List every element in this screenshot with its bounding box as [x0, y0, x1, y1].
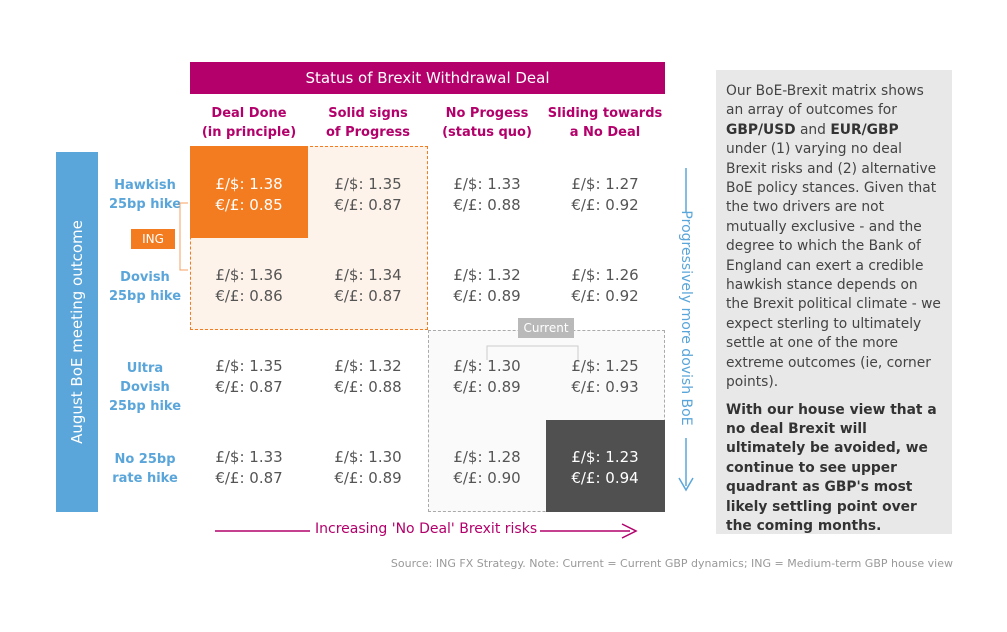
matrix-cell: £/$: 1.28 €/£: 0.90: [428, 447, 546, 489]
gbpusd-value: £/$: 1.30: [334, 448, 402, 466]
matrix-cell: £/$: 1.38 €/£: 0.85: [190, 174, 308, 216]
column-header-line: No Progess: [445, 106, 529, 121]
matrix-cell: £/$: 1.32 €/£: 0.88: [309, 356, 427, 398]
eurgbp-value: €/£: 0.86: [215, 287, 283, 305]
row-header-dovish: Dovish 25bp hike: [100, 268, 190, 306]
matrix-cell: £/$: 1.35 €/£: 0.87: [190, 356, 308, 398]
gbpusd-value: £/$: 1.35: [334, 175, 402, 193]
commentary-text: under (1) varying no deal Brexit risks a…: [726, 141, 941, 391]
matrix-cell: £/$: 1.30 €/£: 0.89: [428, 356, 546, 398]
eurgbp-value: €/£: 0.88: [334, 378, 402, 396]
current-marker: Current: [518, 318, 574, 338]
matrix-cell: £/$: 1.33 €/£: 0.87: [190, 447, 308, 489]
column-header-line: of Progress: [326, 125, 410, 140]
row-header-line: 25bp hike: [108, 289, 182, 304]
row-header-line: No 25bp: [114, 452, 176, 467]
commentary-box: Our BoE-Brexit matrix shows an array of …: [716, 70, 952, 534]
gbpusd-value: £/$: 1.32: [334, 357, 402, 375]
column-header-no-deal: Sliding towards a No Deal: [546, 104, 664, 142]
gbpusd-value: £/$: 1.32: [453, 266, 521, 284]
x-axis-label: Increasing 'No Deal' Brexit risks: [315, 521, 538, 537]
gbpusd-value: £/$: 1.23: [571, 448, 639, 466]
column-header-line: (status quo): [442, 125, 532, 140]
current-bracket: [486, 345, 579, 360]
column-header-no-progress: No Progess (status quo): [428, 104, 546, 142]
matrix-title: Status of Brexit Withdrawal Deal: [190, 62, 665, 94]
matrix-cell: £/$: 1.27 €/£: 0.92: [546, 174, 664, 216]
source-note: Source: ING FX Strategy. Note: Current =…: [390, 557, 953, 570]
gbpusd-value: £/$: 1.30: [453, 357, 521, 375]
eurgbp-value: €/£: 0.87: [334, 287, 402, 305]
commentary-text: Our BoE-Brexit matrix shows an array of …: [726, 83, 924, 119]
gbpusd-value: £/$: 1.28: [453, 448, 521, 466]
column-header-line: Sliding towards: [547, 106, 663, 121]
matrix-cell: £/$: 1.30 €/£: 0.89: [309, 447, 427, 489]
extreme-no-deal-cell: [546, 420, 665, 512]
row-header-line: Ultra Dovish: [120, 361, 170, 395]
gbpusd-value: £/$: 1.25: [571, 357, 639, 375]
eurgbp-value: €/£: 0.87: [215, 378, 283, 396]
x-arrow-head: [621, 523, 638, 539]
matrix-cell: £/$: 1.25 €/£: 0.93: [546, 356, 664, 398]
eurgbp-value: €/£: 0.92: [571, 287, 639, 305]
row-header-ultra-dovish: Ultra Dovish 25bp hike: [100, 359, 190, 416]
eurgbp-value: €/£: 0.88: [453, 196, 521, 214]
gbpusd-value: £/$: 1.27: [571, 175, 639, 193]
gbpusd-value: £/$: 1.33: [453, 175, 521, 193]
eurgbp-value: €/£: 0.87: [334, 196, 402, 214]
boe-outcome-axis: August BoE meeting outcome: [56, 152, 98, 512]
matrix-cell: £/$: 1.36 €/£: 0.86: [190, 265, 308, 307]
gbpusd-value: £/$: 1.33: [215, 448, 283, 466]
matrix-cell: £/$: 1.26 €/£: 0.92: [546, 265, 664, 307]
gbpusd-value: £/$: 1.26: [571, 266, 639, 284]
gbpusd-value: £/$: 1.34: [334, 266, 402, 284]
row-header-line: 25bp hike: [108, 197, 182, 212]
matrix-cell: £/$: 1.33 €/£: 0.88: [428, 174, 546, 216]
row-header-line: 25bp hike: [108, 399, 182, 414]
row-header-line: rate hike: [112, 471, 178, 486]
row-header-no-hike: No 25bp rate hike: [100, 450, 190, 488]
gbpusd-value: £/$: 1.36: [215, 266, 283, 284]
eurgbp-value: €/£: 0.89: [334, 469, 402, 487]
matrix-cell: £/$: 1.34 €/£: 0.87: [309, 265, 427, 307]
row-header-line: Dovish: [120, 270, 170, 285]
column-header-line: (in principle): [201, 125, 297, 140]
eurgbp-value: €/£: 0.94: [571, 469, 639, 487]
commentary-bold-eurgbp: EUR/GBP: [830, 121, 899, 138]
column-header-line: Solid signs: [328, 106, 408, 121]
eurgbp-value: €/£: 0.85: [215, 196, 283, 214]
eurgbp-value: €/£: 0.90: [453, 469, 521, 487]
right-axis-label: Progressively more dovish BoE: [678, 210, 694, 426]
eurgbp-value: €/£: 0.89: [453, 378, 521, 396]
gbpusd-value: £/$: 1.38: [215, 175, 283, 193]
column-header-line: a No Deal: [569, 125, 641, 140]
eurgbp-value: €/£: 0.93: [571, 378, 639, 396]
ing-highlight-cell: [190, 146, 308, 238]
ing-marker: ING: [131, 229, 175, 249]
right-arrow-head: [678, 477, 694, 492]
eurgbp-value: €/£: 0.92: [571, 196, 639, 214]
commentary-paragraph-2: With our house view that a no deal Brexi…: [726, 401, 937, 534]
gbpusd-value: £/$: 1.35: [215, 357, 283, 375]
eurgbp-value: €/£: 0.89: [453, 287, 521, 305]
column-header-line: Deal Done: [211, 106, 287, 121]
commentary-paragraph-1: Our BoE-Brexit matrix shows an array of …: [726, 82, 942, 393]
commentary-text: and: [795, 121, 831, 138]
column-header-deal-done: Deal Done (in principle): [190, 104, 308, 142]
matrix-cell: £/$: 1.32 €/£: 0.89: [428, 265, 546, 307]
row-header-hawkish: Hawkish 25bp hike: [100, 176, 190, 214]
column-header-solid-progress: Solid signs of Progress: [309, 104, 427, 142]
ing-bracket: [179, 202, 188, 271]
row-header-line: Hawkish: [114, 178, 176, 193]
matrix-cell: £/$: 1.35 €/£: 0.87: [309, 174, 427, 216]
commentary-bold-gbpusd: GBP/USD: [726, 121, 796, 138]
eurgbp-value: €/£: 0.87: [215, 469, 283, 487]
matrix-cell: £/$: 1.23 €/£: 0.94: [546, 447, 664, 489]
